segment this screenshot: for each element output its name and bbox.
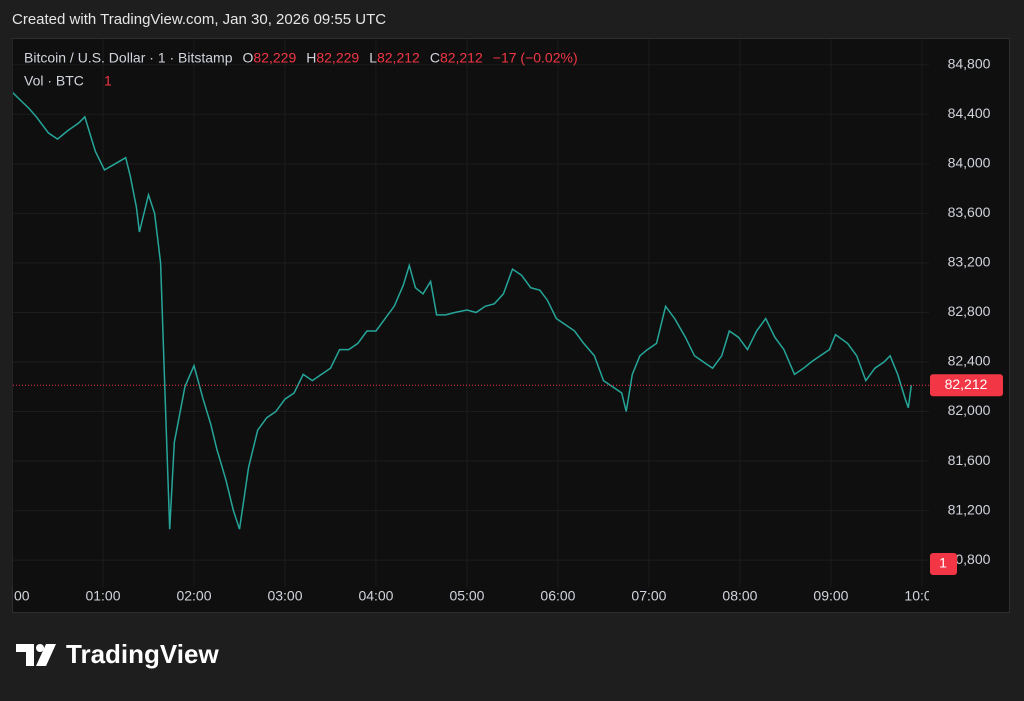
y-tick-label: 82,400	[948, 353, 991, 369]
x-tick-label: 00:00	[0, 588, 30, 604]
header: Created with TradingView.com, Jan 30, 20…	[12, 11, 386, 28]
x-tick-label: 10:00	[904, 588, 939, 604]
y-tick-label: 83,600	[948, 204, 991, 220]
ohlc-value: 82,229	[253, 50, 296, 66]
ohlc-key: C	[430, 50, 440, 66]
axes: 80,800 81,200 81,600 82,000 82,400 82,800 83,2…	[0, 55, 1003, 604]
last-price-box	[930, 374, 1003, 397]
ohlc-value: 82,212	[440, 50, 483, 66]
chart-panel	[12, 38, 1010, 613]
x-ticks: 00:00 01:00 02:00 03:00 04:00 05:00 06:00 07:00…	[0, 588, 939, 604]
last-price-label: 82,212	[945, 376, 988, 392]
logo-mark	[16, 644, 34, 666]
y-tick-label: 80,800	[948, 551, 991, 567]
y-tick-label: 84,800	[948, 55, 991, 71]
brand: TradingView	[66, 639, 219, 669]
x-tick-label: 08:00	[722, 588, 757, 604]
y-tick-label: 84,400	[948, 105, 991, 121]
symbol: Bitcoin / U.S. Dollar · 1 · Bitstamp	[24, 50, 233, 66]
volume-value: 1	[104, 73, 112, 89]
ohlc-value: 82,229	[316, 50, 359, 66]
logo-mark	[36, 644, 56, 666]
ohlc-key: L	[369, 50, 377, 66]
ohlc-key: O	[243, 50, 254, 66]
volume-box-label: 1	[939, 555, 947, 571]
volume-box	[930, 553, 957, 575]
x-tick-label: 07:00	[631, 588, 666, 604]
logo: TradingView	[16, 639, 219, 669]
x-tick-label: 05:00	[449, 588, 484, 604]
x-tick-label: 01:00	[85, 588, 120, 604]
ohlc-value: 82,212	[377, 50, 420, 66]
y-tick-label: 81,200	[948, 501, 991, 517]
x-tick-label: 02:00	[176, 588, 211, 604]
volume-title: Vol · BTC	[24, 73, 84, 89]
price-line	[13, 91, 913, 530]
x-tick-label: 04:00	[358, 588, 393, 604]
plot	[13, 91, 929, 530]
grid	[11, 39, 929, 587]
y-tick-label: 83,200	[948, 254, 991, 270]
x-tick-label: 09:00	[813, 588, 848, 604]
ohlc-key: H	[306, 50, 316, 66]
x-tick-label: 03:00	[267, 588, 302, 604]
y-tick-label: 82,000	[948, 402, 991, 418]
y-tick-label: 84,000	[948, 155, 991, 171]
y-tick-label: 81,600	[948, 452, 991, 468]
legend: Bitcoin / U.S. Dollar · 1 · Bitstamp Vol…	[24, 50, 578, 89]
x-tick-label: 06:00	[540, 588, 575, 604]
y-tick-label: 82,800	[948, 303, 991, 319]
logo-mark	[36, 644, 44, 652]
change: −17 (−0.02%)	[493, 50, 578, 66]
